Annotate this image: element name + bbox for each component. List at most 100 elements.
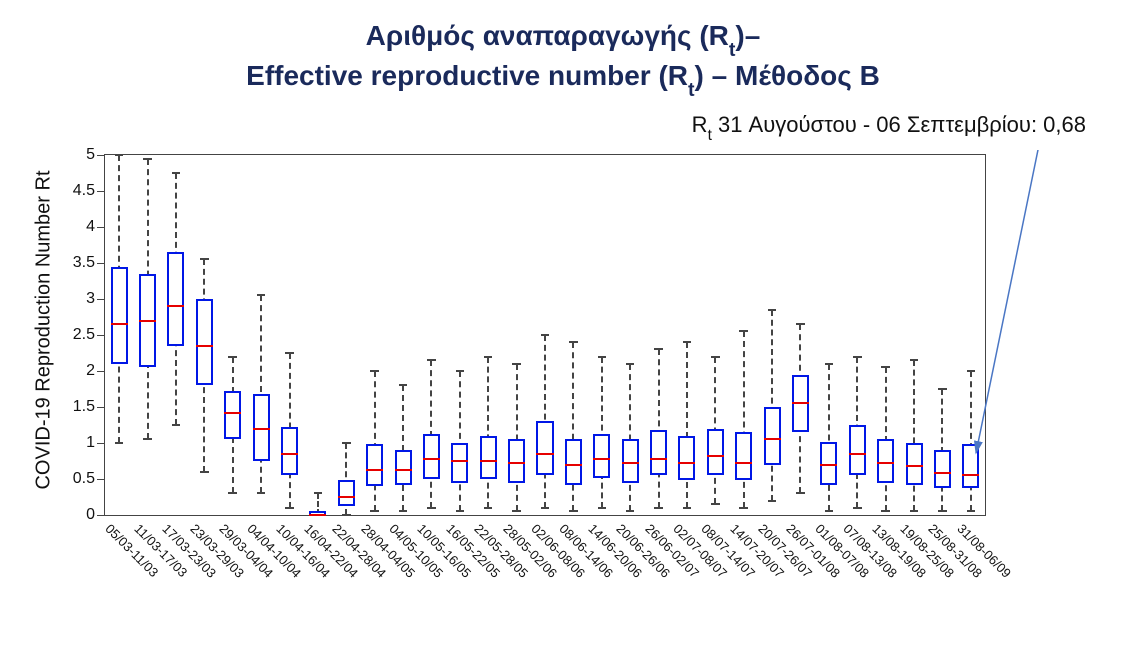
whisker-cap	[285, 352, 294, 354]
y-tick-label: 1.5	[73, 398, 95, 416]
box	[111, 267, 128, 364]
box	[906, 443, 923, 485]
whisker	[828, 364, 830, 512]
whisker	[402, 385, 404, 511]
whisker-cap	[910, 359, 919, 361]
title-line-1: Αριθμός αναπαραγωγής (Rt)–	[0, 18, 1126, 58]
box	[849, 425, 866, 475]
whisker-cap	[228, 356, 237, 358]
box	[650, 430, 667, 475]
whisker-cap	[825, 510, 834, 512]
whisker	[572, 342, 574, 511]
whisker-cap	[456, 510, 465, 512]
box	[451, 443, 468, 483]
box	[707, 429, 724, 476]
whisker-cap	[399, 510, 408, 512]
whisker-cap	[739, 330, 748, 332]
whisker-cap	[853, 356, 862, 358]
whisker	[913, 360, 915, 511]
whisker-cap	[427, 507, 436, 509]
whisker	[686, 342, 688, 508]
box	[536, 421, 553, 475]
whisker-cap	[484, 507, 493, 509]
median-line	[650, 458, 667, 460]
page: { "title": { "line1_pre": "Αριθμός αναπα…	[0, 0, 1126, 646]
box	[423, 434, 440, 479]
whisker-cap	[881, 510, 890, 512]
y-tick	[97, 227, 105, 228]
whisker	[374, 371, 376, 511]
box	[480, 436, 497, 479]
box	[366, 444, 383, 486]
whisker-cap	[257, 294, 266, 296]
annot-post: 31 Αυγούστου - 06 Σεπτεμβρίου: 0,68	[712, 112, 1086, 137]
whisker-cap	[796, 492, 805, 494]
chart-title: Αριθμός αναπαραγωγής (Rt)– Effective rep…	[0, 18, 1126, 98]
y-tick-label: 2	[86, 362, 95, 380]
whisker	[970, 371, 972, 511]
y-tick	[97, 263, 105, 264]
whisker	[487, 357, 489, 508]
whisker-cap	[285, 507, 294, 509]
median-line	[451, 460, 468, 462]
whisker-cap	[456, 370, 465, 372]
whisker	[516, 364, 518, 512]
median-line	[281, 453, 298, 455]
whisker-cap	[314, 492, 323, 494]
median-line	[622, 462, 639, 464]
title-text-2a: Effective reproductive number (R	[246, 60, 688, 91]
median-line	[735, 462, 752, 464]
y-tick-label: 3.5	[73, 254, 95, 272]
whisker-cap	[683, 507, 692, 509]
whisker-cap	[853, 507, 862, 509]
whisker-cap	[399, 384, 408, 386]
whisker-cap	[938, 510, 947, 512]
median-line	[565, 464, 582, 466]
whisker-cap	[825, 363, 834, 365]
median-line	[508, 462, 525, 464]
whisker-cap	[626, 510, 635, 512]
whisker-cap	[143, 438, 152, 440]
box	[735, 432, 752, 480]
y-tick	[97, 371, 105, 372]
box	[508, 439, 525, 482]
box	[678, 436, 695, 481]
whisker	[601, 357, 603, 508]
title-sub-2: t	[688, 79, 695, 101]
median-line	[536, 453, 553, 455]
whisker-cap	[967, 370, 976, 372]
y-tick	[97, 407, 105, 408]
box	[395, 450, 412, 485]
whisker-cap	[512, 363, 521, 365]
whisker-cap	[654, 348, 663, 350]
box	[224, 391, 241, 439]
box	[622, 439, 639, 482]
y-axis-label: COVID-19 Reproduction Number Rt	[33, 170, 56, 489]
annotation-text: Rt 31 Αυγούστου - 06 Σεπτεμβρίου: 0,68	[692, 112, 1086, 142]
whisker-cap	[427, 359, 436, 361]
y-tick	[97, 191, 105, 192]
whisker-cap	[172, 424, 181, 426]
median-line	[849, 453, 866, 455]
whisker-cap	[200, 258, 209, 260]
y-tick-label: 5	[86, 146, 95, 164]
median-line	[423, 458, 440, 460]
median-line	[877, 462, 894, 464]
whisker-cap	[967, 510, 976, 512]
median-line	[338, 496, 355, 498]
y-tick-label: 0.5	[73, 470, 95, 488]
y-tick	[97, 155, 105, 156]
y-tick-label: 4	[86, 218, 95, 236]
whisker	[743, 331, 745, 507]
whisker-cap	[541, 334, 550, 336]
median-line	[224, 412, 241, 414]
box	[196, 299, 213, 385]
median-line	[906, 465, 923, 467]
median-line	[366, 469, 383, 471]
whisker-cap	[683, 341, 692, 343]
whisker-cap	[512, 510, 521, 512]
y-tick	[97, 479, 105, 480]
whisker-cap	[172, 172, 181, 174]
box	[565, 439, 582, 484]
median-line	[111, 323, 128, 325]
